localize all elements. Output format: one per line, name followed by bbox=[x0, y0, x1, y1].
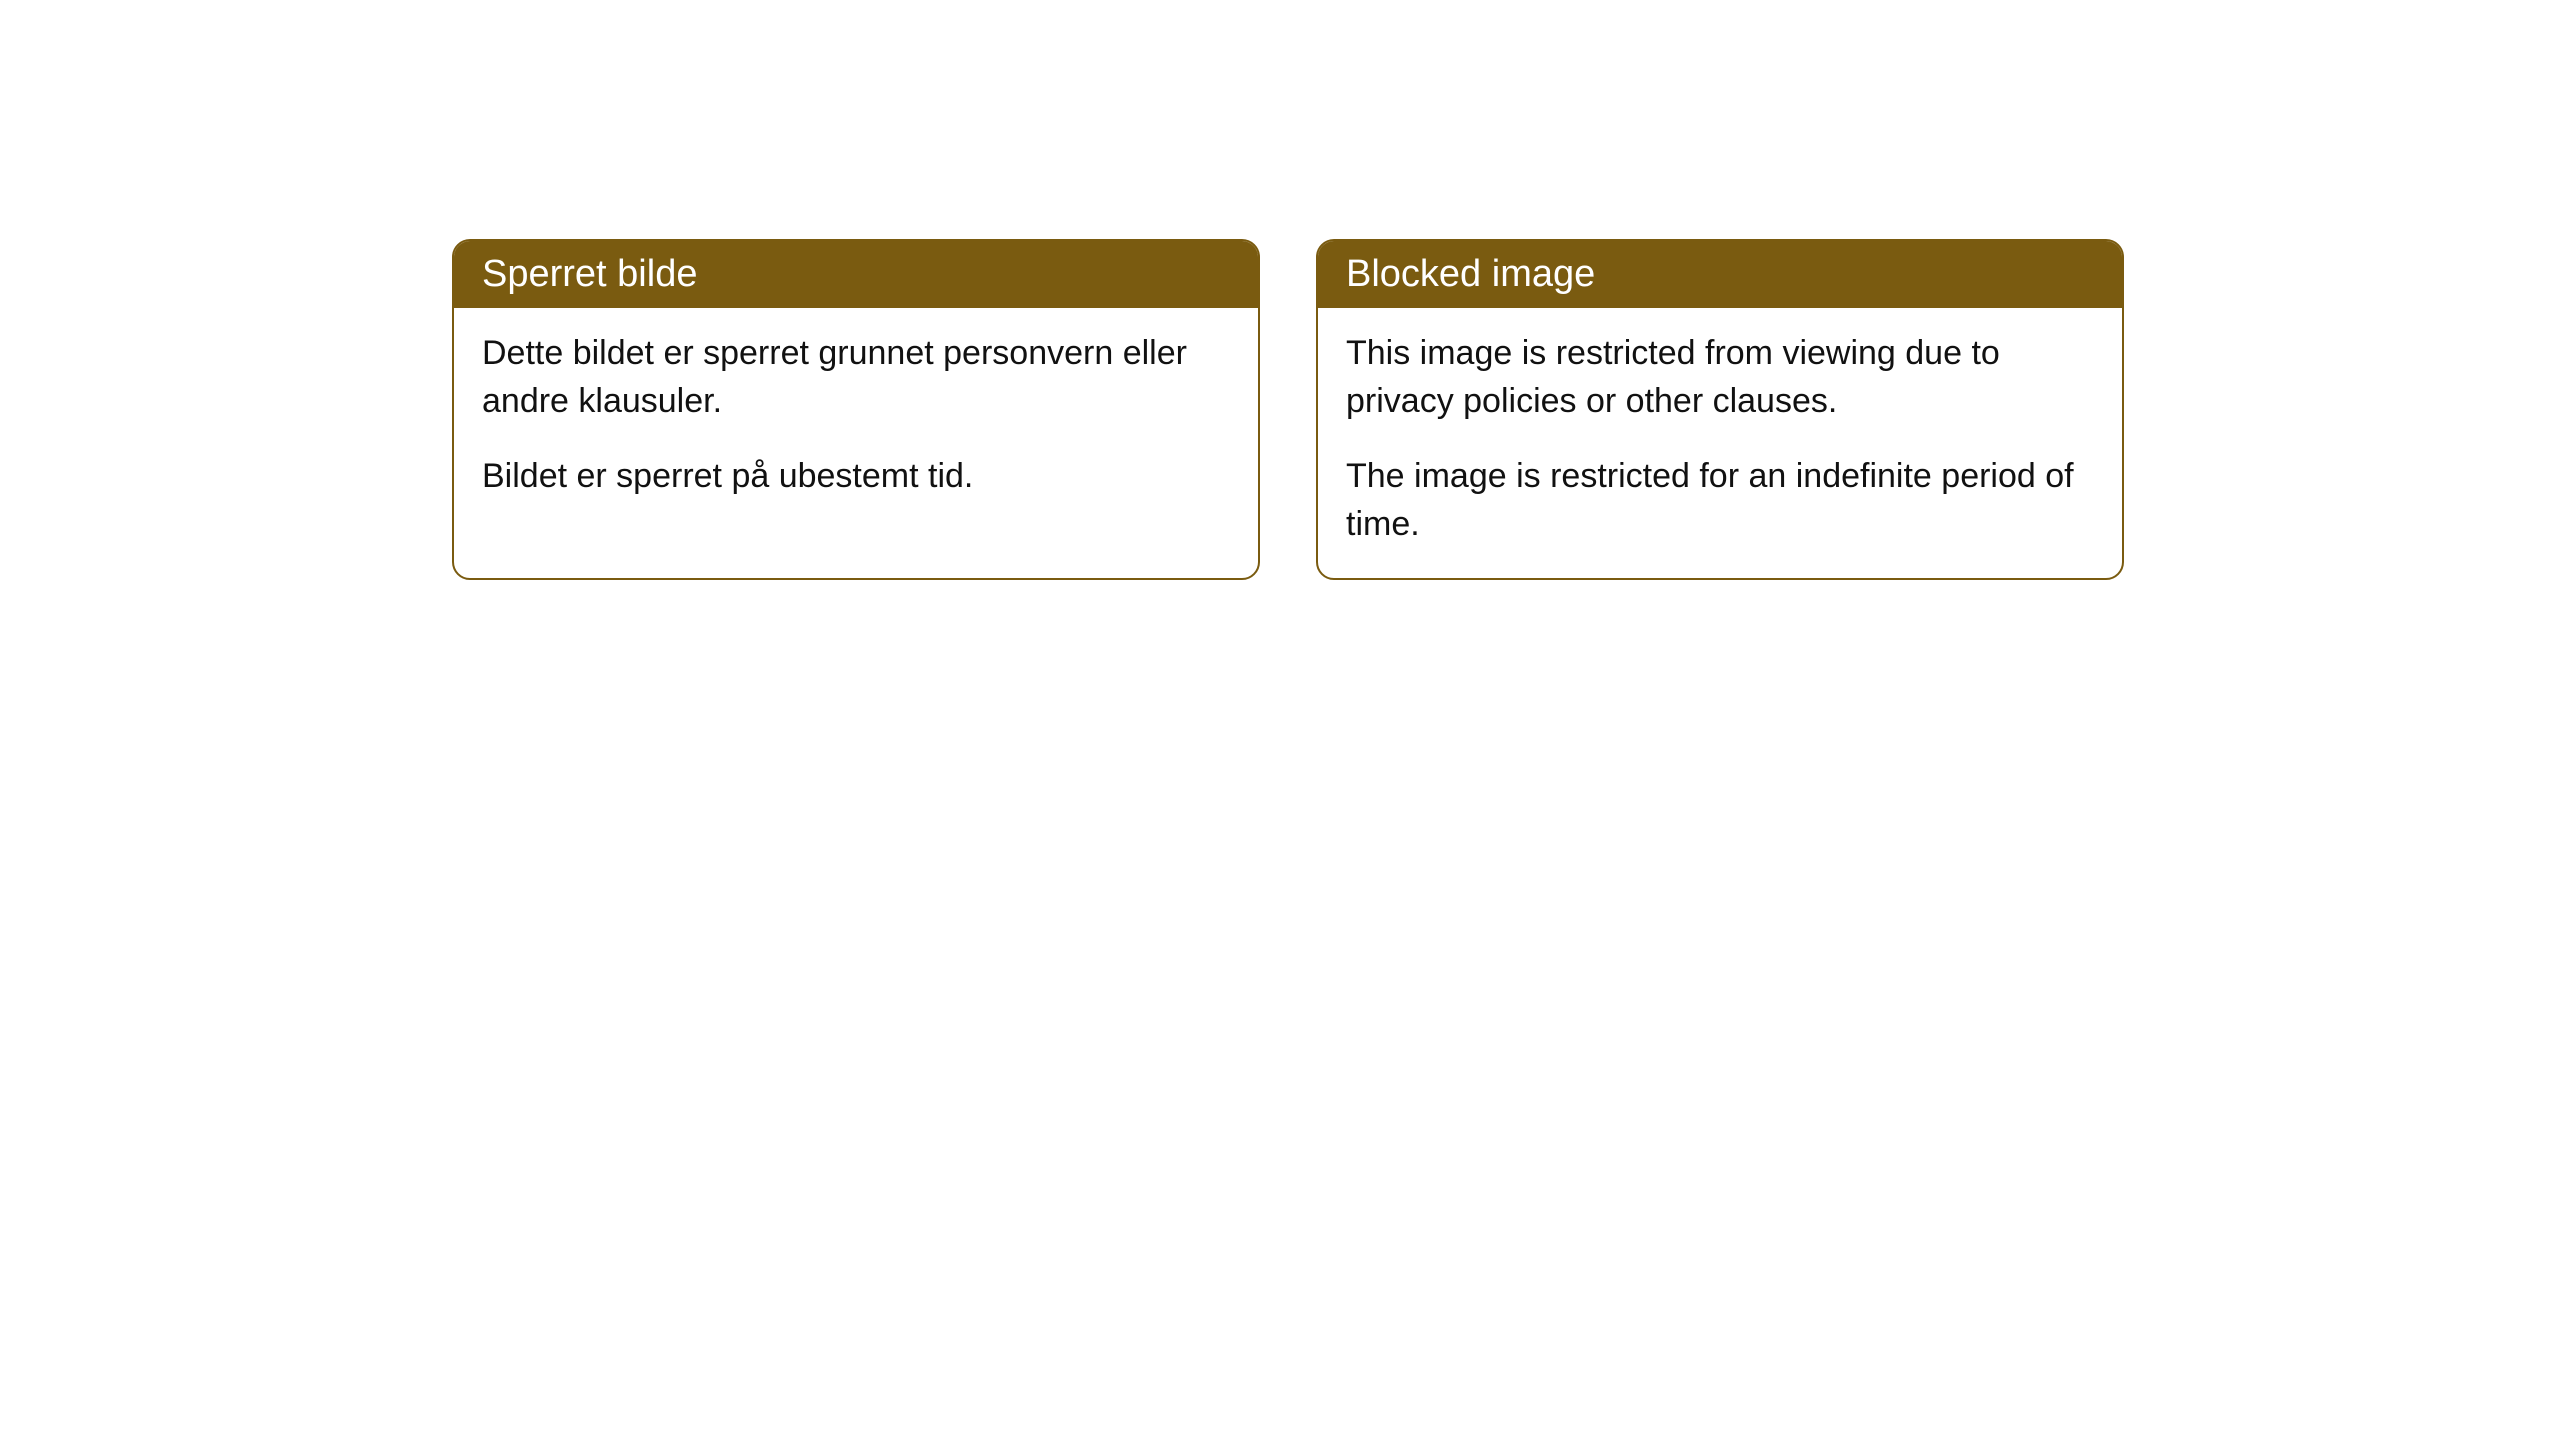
card-title-no: Sperret bilde bbox=[482, 253, 697, 295]
cards-container: Sperret bilde Dette bildet er sperret gr… bbox=[452, 239, 2124, 580]
card-paragraph1-no: Dette bildet er sperret grunnet personve… bbox=[482, 330, 1230, 425]
blocked-image-card-no: Sperret bilde Dette bildet er sperret gr… bbox=[452, 239, 1260, 580]
card-paragraph2-en: The image is restricted for an indefinit… bbox=[1346, 453, 2094, 548]
card-body-no: Dette bildet er sperret grunnet personve… bbox=[454, 308, 1258, 531]
card-header-en: Blocked image bbox=[1318, 241, 2122, 308]
blocked-image-card-en: Blocked image This image is restricted f… bbox=[1316, 239, 2124, 580]
card-header-no: Sperret bilde bbox=[454, 241, 1258, 308]
card-paragraph1-en: This image is restricted from viewing du… bbox=[1346, 330, 2094, 425]
card-title-en: Blocked image bbox=[1346, 253, 1595, 295]
card-body-en: This image is restricted from viewing du… bbox=[1318, 308, 2122, 578]
card-paragraph2-no: Bildet er sperret på ubestemt tid. bbox=[482, 453, 1230, 501]
